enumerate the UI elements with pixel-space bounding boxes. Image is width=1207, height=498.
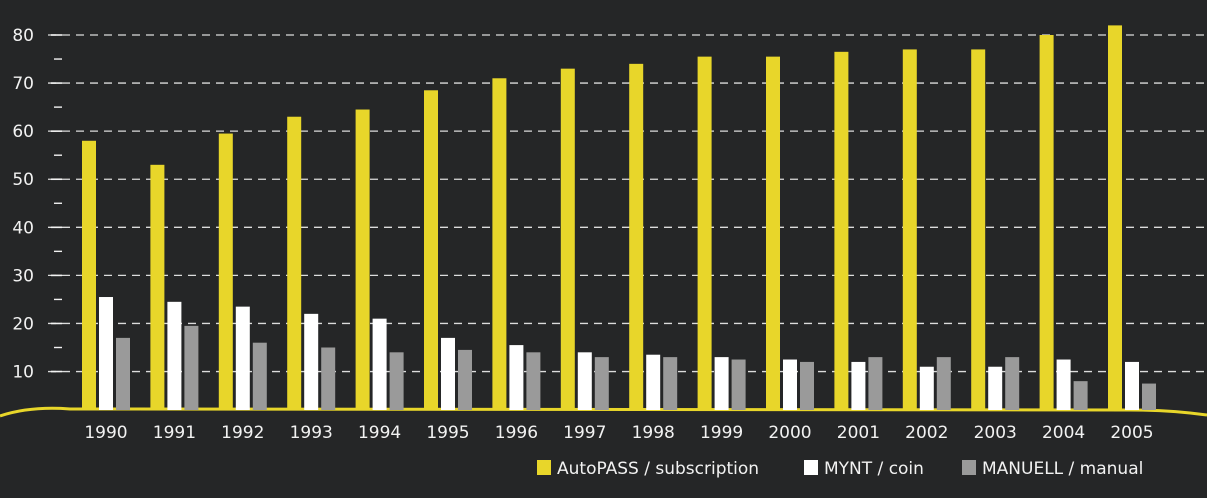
legend-swatch <box>804 460 818 475</box>
bar-manuell-2000 <box>800 361 814 410</box>
bar-manuell-2001 <box>868 357 883 410</box>
bar-manuell-1990 <box>116 337 130 410</box>
bar-autopass-1991 <box>150 164 165 410</box>
bar-autopass-1997 <box>560 68 575 411</box>
x-axis-ticks: 1990 1991 1992 1993 1994 1995 1996 1997 1998 1999… <box>84 423 1153 443</box>
gridlines <box>48 34 1207 373</box>
bar-autopass-2003 <box>971 49 986 411</box>
y-tick-label: 10 <box>12 363 34 383</box>
bar-manuell-2004 <box>1073 381 1088 410</box>
bar-autopass-2004 <box>1039 35 1054 410</box>
legend-label: MYNT / coin <box>824 459 924 479</box>
y-tick-label: 70 <box>12 74 34 94</box>
x-tick-label: 1996 <box>495 423 538 443</box>
legend: AutoPASS / subscription MYNT / coin MANUEL… <box>537 459 1143 479</box>
x-tick-label: 1990 <box>84 423 127 443</box>
bar-manuell-1993 <box>321 347 336 410</box>
bar-manuell-1994 <box>389 352 404 410</box>
y-tick-label: 50 <box>12 170 34 190</box>
bar-manuell-1991 <box>184 325 199 410</box>
bar-mynt-1998 <box>646 354 661 410</box>
bar-mynt-2003 <box>988 366 1003 410</box>
y-tick-label: 30 <box>12 266 34 286</box>
x-tick-label: 2003 <box>974 423 1017 443</box>
x-tick-label: 1999 <box>700 423 743 443</box>
legend-swatch <box>962 460 976 475</box>
x-tick-label: 1997 <box>563 423 606 443</box>
bar-mynt-2002 <box>919 366 934 410</box>
bar-mynt-1997 <box>577 352 592 410</box>
x-tick-label: 1994 <box>358 423 401 443</box>
bar-mynt-1996 <box>509 345 524 410</box>
bar-manuell-1998 <box>663 357 678 410</box>
y-tick-label: 20 <box>12 314 34 334</box>
bar-mynt-1994 <box>372 318 387 410</box>
bar-mynt-1991 <box>167 301 182 410</box>
x-tick-label: 1991 <box>153 423 196 443</box>
bar-manuell-1995 <box>458 349 472 410</box>
bar-autopass-2001 <box>834 51 849 410</box>
bar-mynt-1992 <box>235 306 250 410</box>
bar-autopass-2000 <box>766 56 780 411</box>
x-tick-label: 2005 <box>1110 423 1153 443</box>
x-tick-label: 1992 <box>221 423 264 443</box>
legend-swatch <box>537 460 551 475</box>
bar-autopass-1992 <box>218 133 233 411</box>
x-tick-label: 1998 <box>632 423 675 443</box>
y-tick-label: 80 <box>12 26 34 46</box>
x-tick-label: 1995 <box>426 423 469 443</box>
bar-mynt-1990 <box>99 297 113 410</box>
y-tick-label: 60 <box>12 122 34 142</box>
bar-autopass-1996 <box>492 78 507 411</box>
x-tick-label: 2002 <box>905 423 948 443</box>
bar-mynt-2005 <box>1125 361 1139 410</box>
x-tick-label: 2001 <box>837 423 880 443</box>
bar-mynt-1993 <box>304 313 319 410</box>
bar-mynt-2000 <box>783 359 797 410</box>
legend-label: AutoPASS / subscription <box>557 459 759 479</box>
bar-manuell-2002 <box>936 357 951 410</box>
y-tick-label: 40 <box>12 218 34 238</box>
bar-autopass-1993 <box>287 116 302 410</box>
bar-autopass-2002 <box>902 49 917 411</box>
bar-manuell-1999 <box>731 359 746 410</box>
bar-manuell-1992 <box>252 342 267 410</box>
bar-autopass-1994 <box>355 109 370 411</box>
bar-manuell-2003 <box>1005 357 1020 410</box>
bar-mynt-1999 <box>714 357 729 410</box>
bar-manuell-1997 <box>594 357 609 410</box>
x-tick-label: 2000 <box>768 423 811 443</box>
x-tick-label: 1993 <box>290 423 333 443</box>
bar-autopass-1999 <box>697 56 712 411</box>
bar-mynt-1995 <box>441 337 455 410</box>
y-axis-ticks: 10 20 30 40 50 60 70 80 <box>12 26 62 383</box>
bar-autopass-1998 <box>629 63 644 410</box>
legend-label: MANUELL / manual <box>982 459 1143 479</box>
x-tick-label: 2004 <box>1042 423 1085 443</box>
bar-autopass-1995 <box>424 90 438 411</box>
bar-mynt-2001 <box>851 361 866 410</box>
bars <box>82 25 1156 411</box>
bar-manuell-1996 <box>526 352 541 410</box>
bar-autopass-1990 <box>82 140 96 410</box>
bar-mynt-2004 <box>1056 359 1071 410</box>
bar-manuell-2005 <box>1142 383 1156 410</box>
bar-autopass-2005 <box>1108 25 1122 411</box>
